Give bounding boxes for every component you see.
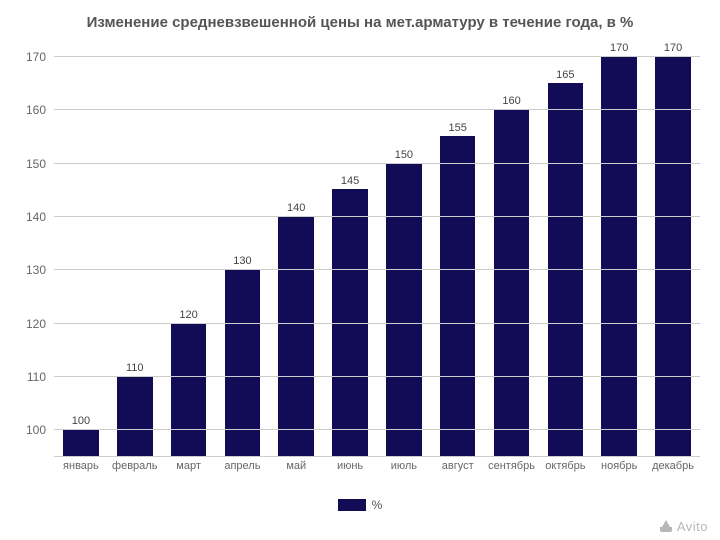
grid-line: 140 — [54, 216, 700, 217]
bar: 100 — [63, 429, 99, 456]
bar: 140 — [278, 216, 314, 456]
bar-slot: 155 — [431, 56, 485, 456]
x-tick-label: май — [269, 460, 323, 472]
bar: 155 — [440, 136, 476, 456]
watermark: Avito — [659, 519, 708, 534]
bar-slot: 170 — [592, 56, 646, 456]
x-tick-label: апрель — [215, 460, 269, 472]
x-tick-label: август — [431, 460, 485, 472]
y-tick-label: 100 — [26, 423, 46, 437]
x-tick-label: сентябрь — [485, 460, 539, 472]
x-tick-label: июнь — [323, 460, 377, 472]
bar-slot: 160 — [485, 56, 539, 456]
y-tick-label: 130 — [26, 263, 46, 277]
bar-value-label: 160 — [502, 95, 520, 107]
bar: 110 — [117, 376, 153, 456]
bar: 150 — [386, 163, 422, 456]
plot-area: 100110120130140145150155160165170170 100… — [54, 56, 700, 457]
bar-value-label: 120 — [179, 309, 197, 321]
x-tick-label: июль — [377, 460, 431, 472]
legend-label: % — [372, 498, 383, 512]
grid-line: 150 — [54, 163, 700, 164]
bar-value-label: 150 — [395, 149, 413, 161]
bar-value-label: 130 — [233, 255, 251, 267]
x-axis-labels: январьфевральмартапрельмайиюньиюльавгуст… — [54, 460, 700, 472]
bar-slot: 140 — [269, 56, 323, 456]
x-tick-label: декабрь — [646, 460, 700, 472]
y-tick-label: 110 — [27, 370, 46, 384]
bar-value-label: 170 — [664, 42, 682, 54]
grid-line: 160 — [54, 109, 700, 110]
bar-slot: 165 — [538, 56, 592, 456]
y-tick-label: 140 — [26, 210, 46, 224]
x-tick-label: март — [162, 460, 216, 472]
bars-container: 100110120130140145150155160165170170 — [54, 56, 700, 456]
x-tick-label: октябрь — [538, 460, 592, 472]
watermark-logo-icon — [659, 520, 673, 534]
bar-slot: 130 — [215, 56, 269, 456]
bar: 130 — [225, 269, 261, 456]
watermark-text: Avito — [677, 519, 708, 534]
bar-slot: 150 — [377, 56, 431, 456]
bar-slot: 170 — [646, 56, 700, 456]
bar-value-label: 110 — [126, 362, 144, 374]
bar-value-label: 100 — [72, 415, 90, 427]
bar-value-label: 155 — [449, 122, 467, 134]
bar-slot: 145 — [323, 56, 377, 456]
bar-value-label: 170 — [610, 42, 628, 54]
bar: 160 — [494, 109, 530, 456]
y-tick-label: 150 — [26, 157, 46, 171]
bar-slot: 110 — [108, 56, 162, 456]
bar: 170 — [655, 56, 691, 456]
x-tick-label: январь — [54, 460, 108, 472]
y-tick-label: 120 — [26, 317, 46, 331]
grid-line: 170 — [54, 56, 700, 57]
grid-line: 120 — [54, 323, 700, 324]
bar-slot: 120 — [162, 56, 216, 456]
bar: 120 — [171, 323, 207, 456]
bar-slot: 100 — [54, 56, 108, 456]
y-tick-label: 160 — [26, 103, 46, 117]
x-tick-label: ноябрь — [592, 460, 646, 472]
chart-title: Изменение средневзвешенной цены на мет.а… — [0, 14, 720, 31]
bar-value-label: 145 — [341, 175, 359, 187]
grid-line: 100 — [54, 429, 700, 430]
legend-swatch — [338, 499, 366, 511]
legend: % — [0, 498, 720, 512]
bar: 170 — [601, 56, 637, 456]
x-tick-label: февраль — [108, 460, 162, 472]
bar-value-label: 140 — [287, 202, 305, 214]
bar-value-label: 165 — [556, 69, 574, 81]
y-tick-label: 170 — [26, 50, 46, 64]
grid-line: 130 — [54, 269, 700, 270]
grid-line: 110 — [54, 376, 700, 377]
chart-container: Изменение средневзвешенной цены на мет.а… — [0, 0, 720, 540]
